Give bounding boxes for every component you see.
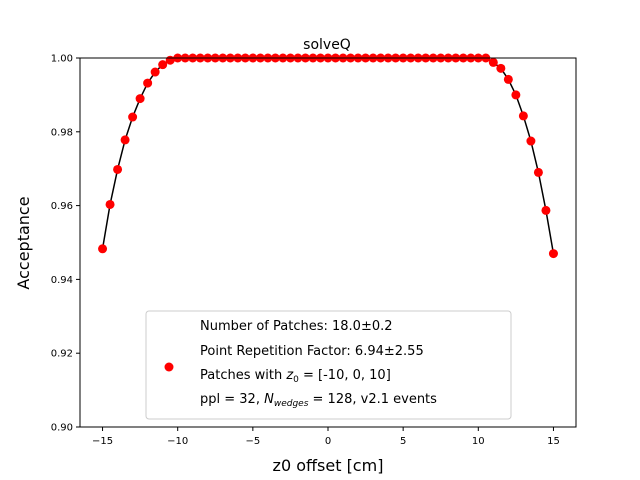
data-point bbox=[496, 63, 506, 73]
legend-line-repetition: Point Repetition Factor: 6.94±2.55 bbox=[200, 344, 424, 359]
data-point bbox=[135, 94, 145, 104]
y-tick-label: 0.94 bbox=[51, 275, 73, 286]
data-point bbox=[541, 205, 551, 215]
x-tick-label: 10 bbox=[472, 436, 485, 447]
legend-box bbox=[145, 310, 512, 420]
x-tick-label: −15 bbox=[92, 436, 113, 447]
legend-line-ppl-pre: ppl = 32, bbox=[200, 392, 264, 407]
y-tick-label: 0.98 bbox=[51, 127, 73, 138]
data-point bbox=[113, 164, 123, 174]
legend-line-z0-pre: Patches with bbox=[200, 368, 286, 383]
legend-line-patches: Number of Patches: 18.0±0.2 bbox=[200, 319, 393, 334]
x-axis-ticks: −15 −10 −5 0 5 10 15 bbox=[92, 427, 560, 447]
data-point bbox=[548, 249, 558, 259]
y-tick-label: 1.00 bbox=[51, 54, 73, 65]
data-point bbox=[511, 90, 521, 100]
y-axis-label: Acceptance bbox=[14, 196, 33, 289]
y-tick-label: 0.92 bbox=[51, 349, 73, 360]
data-point bbox=[503, 74, 513, 84]
legend-line-ppl-var: N bbox=[264, 392, 274, 407]
x-tick-label: −10 bbox=[167, 436, 188, 447]
data-point bbox=[533, 167, 543, 177]
legend-line-ppl-post: = 128, v2.1 events bbox=[308, 392, 437, 407]
legend: Number of Patches: 18.0±0.2 Point Repeti… bbox=[145, 310, 512, 420]
data-point bbox=[150, 67, 160, 77]
x-tick-label: 5 bbox=[400, 436, 406, 447]
axes-frame bbox=[79, 57, 577, 428]
data-point bbox=[158, 60, 168, 70]
x-tick-label: 15 bbox=[547, 436, 560, 447]
legend-line-ppl: ppl = 32, Nwedges = 128, v2.1 events bbox=[200, 392, 437, 409]
data-point bbox=[98, 244, 108, 254]
chart-title: solveQ bbox=[303, 37, 351, 53]
y-tick-label: 0.90 bbox=[51, 423, 73, 434]
legend-line-z0-var: z bbox=[285, 368, 294, 383]
x-axis-label: z0 offset [cm] bbox=[273, 456, 384, 475]
y-axis-ticks: 0.90 0.92 0.94 0.96 0.98 1.00 bbox=[51, 54, 80, 434]
legend-line-z0-sub: 0 bbox=[293, 375, 299, 385]
legend-line-ppl-sub: wedges bbox=[274, 399, 309, 409]
x-tick-label: −5 bbox=[245, 436, 260, 447]
data-point bbox=[128, 112, 138, 122]
data-point bbox=[488, 57, 498, 67]
data-point bbox=[143, 78, 153, 88]
data-point bbox=[526, 136, 536, 146]
y-tick-label: 0.96 bbox=[51, 201, 73, 212]
x-tick-label: 0 bbox=[325, 436, 331, 447]
legend-marker bbox=[164, 362, 174, 372]
data-point bbox=[518, 111, 528, 121]
legend-line-z0: Patches with z0 = [-10, 0, 10] bbox=[200, 368, 391, 385]
data-point bbox=[105, 199, 115, 209]
legend-line-z0-post: = [-10, 0, 10] bbox=[299, 368, 391, 383]
data-point bbox=[120, 135, 130, 145]
